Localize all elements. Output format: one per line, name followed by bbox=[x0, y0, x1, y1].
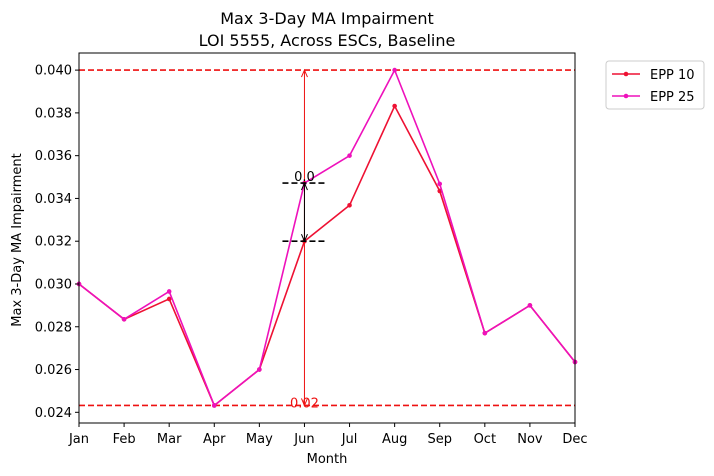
x-axis-label: Month bbox=[307, 452, 348, 467]
range-arrow-head bbox=[300, 68, 308, 78]
y-axis-label: Max 3-Day MA Impairment bbox=[10, 153, 25, 326]
data-point bbox=[121, 316, 127, 322]
x-tick-label: Dec bbox=[562, 432, 587, 447]
chart-title-line1: Max 3-Day MA Impairment bbox=[220, 9, 433, 28]
x-tick-label: Nov bbox=[517, 432, 543, 447]
y-tick-label: 0.026 bbox=[35, 363, 72, 378]
x-tick-label: May bbox=[246, 432, 273, 447]
y-tick-label: 0.028 bbox=[35, 320, 72, 335]
legend-swatch-marker bbox=[623, 71, 629, 77]
x-tick-label: Jan bbox=[68, 432, 89, 447]
plot-frame bbox=[78, 52, 576, 424]
data-point bbox=[392, 67, 397, 73]
legend: EPP 10 EPP 25 bbox=[605, 60, 705, 110]
data-point bbox=[482, 330, 488, 336]
data-point bbox=[347, 202, 352, 208]
data-point bbox=[437, 181, 443, 187]
y-tick-label: 0.036 bbox=[35, 149, 72, 164]
x-tick-label: Sep bbox=[427, 432, 452, 447]
range-annotation-label: 0.02 bbox=[290, 396, 319, 411]
legend-swatch-marker bbox=[623, 93, 629, 99]
x-tick-label: Mar bbox=[157, 432, 182, 447]
legend-label: EPP 25 bbox=[650, 90, 695, 105]
data-point bbox=[166, 289, 172, 294]
legend-label: EPP 10 bbox=[650, 68, 695, 83]
y-tick-label: 0.040 bbox=[35, 64, 72, 79]
y-tick-label: 0.024 bbox=[35, 406, 72, 421]
data-point bbox=[166, 296, 172, 302]
x-tick-label: Aug bbox=[382, 432, 407, 447]
y-tick-label: 0.030 bbox=[35, 277, 72, 292]
y-tick-label: 0.038 bbox=[35, 106, 72, 121]
series-line bbox=[78, 104, 576, 407]
x-tick-label: Oct bbox=[474, 432, 496, 447]
x-tick-label: Feb bbox=[113, 432, 136, 447]
data-point bbox=[257, 367, 262, 372]
data-point bbox=[347, 153, 352, 158]
y-tick-label: 0.032 bbox=[35, 235, 72, 250]
y-tick-label: 0.034 bbox=[35, 192, 72, 207]
diff-arrow-head bbox=[300, 234, 308, 243]
x-tick-label: Jun bbox=[293, 432, 314, 447]
data-point bbox=[392, 103, 397, 109]
x-tick-label: Jul bbox=[341, 432, 358, 447]
series-line bbox=[78, 68, 576, 407]
range-arrow-head bbox=[300, 398, 308, 407]
diff-arrow-head bbox=[300, 181, 308, 191]
x-tick-label: Apr bbox=[203, 432, 226, 447]
plot-area: 0.02 0.0 Jan Feb Mar Apr May Jun Jul Aug Sep Oct Nov… bbox=[35, 52, 588, 447]
data-point bbox=[527, 303, 533, 308]
diff-annotation-label: 0.0 bbox=[294, 170, 315, 185]
legend-box bbox=[605, 60, 705, 110]
chart-title-line2: LOI 5555, Across ESCs, Baseline bbox=[199, 31, 456, 50]
data-point bbox=[211, 403, 217, 408]
